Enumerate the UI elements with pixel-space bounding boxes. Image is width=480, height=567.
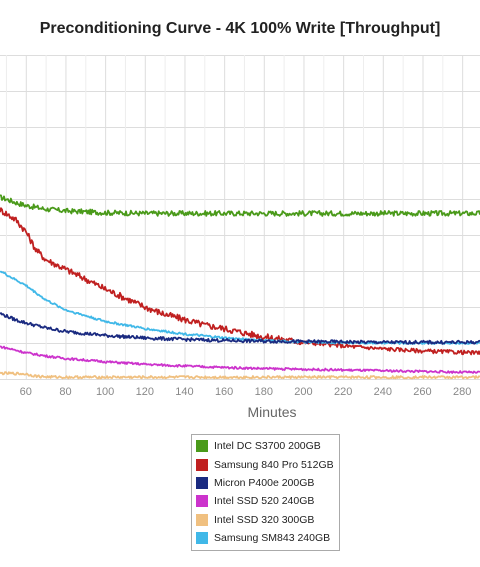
legend-swatch — [196, 532, 208, 545]
x-tick-label: 200 — [294, 386, 312, 398]
legend-swatch — [196, 513, 208, 526]
x-tick-label: 80 — [59, 386, 71, 398]
x-tick-label: 120 — [136, 386, 154, 398]
legend-label: Intel SSD 520 240GB — [214, 495, 315, 508]
legend-swatch — [196, 440, 208, 453]
series-line-intel-dc-s3700-200gb — [0, 194, 480, 217]
legend-label: Samsung 840 Pro 512GB — [214, 458, 334, 471]
x-tick-label: 100 — [96, 386, 114, 398]
series-line-micron-p400e-200gb — [0, 312, 480, 345]
legend-swatch — [196, 495, 208, 508]
x-axis-title: Minutes — [247, 404, 296, 420]
series-line-samsung-840-pro-512gb — [0, 207, 480, 356]
legend-swatch — [196, 458, 208, 471]
x-tick-label: 140 — [175, 386, 193, 398]
x-tick-label: 220 — [334, 386, 352, 398]
legend-label: Intel SSD 320 300GB — [214, 513, 315, 526]
legend-item: Samsung SM843 240GB — [196, 529, 335, 547]
x-tick-label: 160 — [215, 386, 233, 398]
legend-swatch — [196, 476, 208, 489]
x-tick-labels: 60 80 100 120 140 160 180 200 220 240 260 280 — [20, 386, 472, 398]
legend: Intel DC S3700 200GB Samsung 840 Pro 512G… — [191, 434, 340, 552]
x-tick-label: 240 — [374, 386, 392, 398]
series-line-intel-ssd-520-240gb — [0, 345, 480, 374]
series-line-intel-ssd-320-300gb — [0, 371, 480, 380]
x-tick-label: 260 — [413, 386, 431, 398]
legend-label: Intel DC S3700 200GB — [214, 440, 321, 453]
chart-title: Preconditioning Curve - 4K 100% Write [T… — [39, 20, 441, 37]
x-tick-label: 280 — [453, 386, 471, 398]
grid — [0, 55, 480, 380]
legend-label: Micron P400e 200GB — [214, 476, 315, 489]
x-tick-label: 60 — [20, 386, 32, 398]
series-line-samsung-sm843-240gb — [0, 270, 480, 345]
legend-item: Intel DC S3700 200GB — [196, 437, 335, 455]
legend-item: Intel SSD 320 300GB — [196, 511, 335, 529]
legend-item: Intel SSD 520 240GB — [196, 492, 335, 510]
legend-label: Samsung SM843 240GB — [214, 532, 331, 545]
series-layer — [0, 194, 480, 380]
x-tick-label: 180 — [255, 386, 273, 398]
legend-item: Samsung 840 Pro 512GB — [196, 455, 335, 473]
legend-item: Micron P400e 200GB — [196, 474, 335, 492]
